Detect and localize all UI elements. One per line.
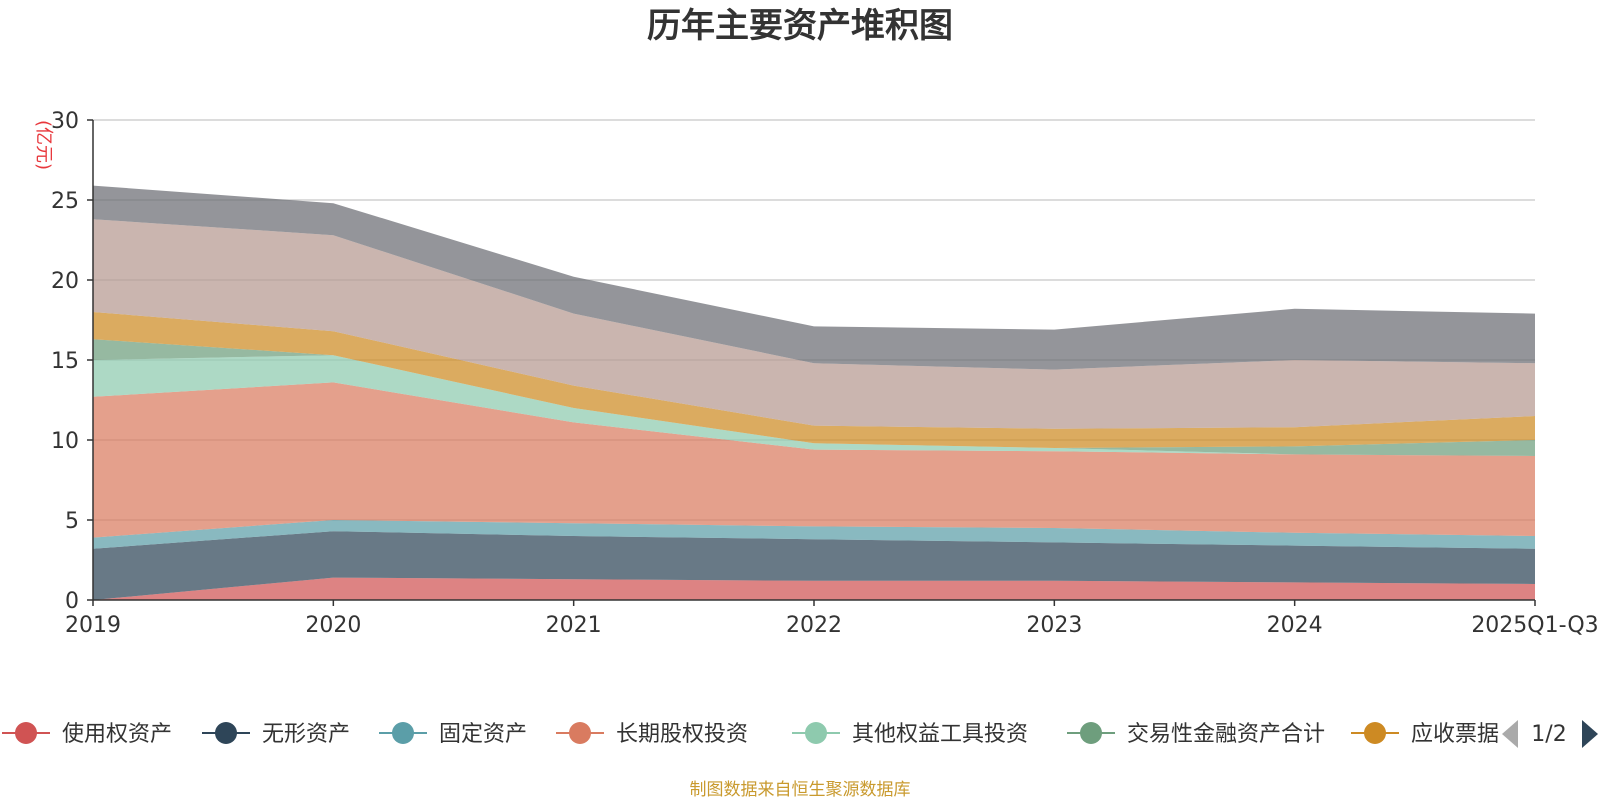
legend-label: 其他权益工具投资 <box>852 722 1028 747</box>
data-source-note: 制图数据来自恒生聚源数据库 <box>690 780 911 800</box>
area-series-3[interactable] <box>93 382 1535 538</box>
legend: 使用权资产 无形资产 固定资产 长期股权投资 其他权益工具投资 交易性金融资产合计 应收票据 <box>2 722 1499 747</box>
legend-marker-icon <box>1364 722 1386 744</box>
legend-label: 长期股权投资 <box>616 722 748 747</box>
y-tick-label: 15 <box>51 349 79 374</box>
legend-marker-icon <box>392 722 414 744</box>
legend-next-page-icon[interactable] <box>1582 720 1598 748</box>
area-series-7[interactable] <box>93 219 1535 429</box>
area-layers <box>93 185 1535 600</box>
legend-marker-icon <box>1080 722 1102 744</box>
legend-item-6[interactable]: 应收票据 <box>1351 722 1499 747</box>
area-series-4[interactable] <box>93 355 1535 456</box>
legend-marker-icon <box>569 722 591 744</box>
x-tick-label: 2025Q1-Q3 <box>1471 613 1598 638</box>
area-series-6[interactable] <box>93 312 1535 448</box>
y-tick-label: 5 <box>65 509 79 534</box>
chart-title: 历年主要资产堆积图 <box>647 6 953 46</box>
legend-label: 应收票据 <box>1411 722 1499 747</box>
legend-marker-icon <box>805 722 827 744</box>
area-series-0[interactable] <box>93 577 1535 600</box>
y-tick-label: 0 <box>65 589 79 614</box>
legend-prev-page-icon[interactable] <box>1502 720 1518 748</box>
legend-item-0[interactable]: 使用权资产 <box>2 722 172 747</box>
y-axis-unit-label: (亿元) <box>33 120 54 170</box>
x-tick-label: 2021 <box>546 613 602 638</box>
legend-item-5[interactable]: 交易性金融资产合计 <box>1067 722 1325 747</box>
area-series-1[interactable] <box>93 531 1535 600</box>
legend-marker-icon <box>15 722 37 744</box>
legend-label: 无形资产 <box>262 722 350 747</box>
y-tick-label: 30 <box>51 109 79 134</box>
x-tick-label: 2024 <box>1267 613 1323 638</box>
legend-item-2[interactable]: 固定资产 <box>379 722 527 747</box>
legend-label: 固定资产 <box>439 722 527 747</box>
x-tick-label: 2022 <box>786 613 842 638</box>
y-tick-label: 20 <box>51 269 79 294</box>
legend-marker-icon <box>215 722 237 744</box>
area-series-2[interactable] <box>93 520 1535 549</box>
x-tick-label: 2020 <box>305 613 361 638</box>
axes: 0 5 10 15 20 25 30 2019 2020 2021 2022 2023 2024 2025… <box>51 109 1599 638</box>
y-tick-label: 10 <box>51 429 79 454</box>
legend-item-3[interactable]: 长期股权投资 <box>556 722 748 747</box>
legend-item-1[interactable]: 无形资产 <box>202 722 350 747</box>
area-series-8[interactable] <box>93 185 1535 370</box>
legend-page-indicator: 1/2 <box>1531 722 1566 747</box>
area-series-5[interactable] <box>93 339 1535 456</box>
x-tick-label: 2023 <box>1026 613 1082 638</box>
y-tick-label: 25 <box>51 189 79 214</box>
legend-item-4[interactable]: 其他权益工具投资 <box>792 722 1028 747</box>
x-tick-label: 2019 <box>65 613 121 638</box>
legend-label: 交易性金融资产合计 <box>1127 722 1325 747</box>
legend-label: 使用权资产 <box>62 722 172 747</box>
legend-pager: 1/2 <box>1502 720 1598 748</box>
